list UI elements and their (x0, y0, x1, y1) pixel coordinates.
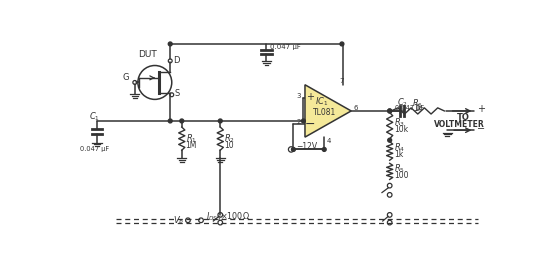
Text: $C_2$: $C_2$ (397, 97, 408, 110)
Text: 0.047 μF: 0.047 μF (270, 44, 300, 50)
Text: 1k: 1k (413, 104, 422, 113)
Text: TO: TO (456, 113, 469, 122)
Circle shape (388, 109, 392, 113)
Text: −12V: −12V (296, 142, 318, 151)
Text: 6: 6 (354, 105, 358, 111)
Circle shape (180, 119, 184, 123)
Text: 2: 2 (297, 120, 301, 126)
Text: $R_1$: $R_1$ (186, 132, 196, 145)
Circle shape (301, 119, 305, 123)
Circle shape (292, 147, 295, 151)
Text: 0.047 μF: 0.047 μF (80, 146, 109, 152)
Circle shape (340, 42, 344, 46)
Text: $I_{DSS}$×100Ω: $I_{DSS}$×100Ω (206, 211, 250, 224)
Circle shape (218, 119, 222, 123)
Text: $R_3$: $R_3$ (394, 116, 405, 129)
Circle shape (388, 109, 392, 113)
Text: +: + (306, 92, 313, 102)
Text: 1M: 1M (186, 141, 197, 150)
Text: $R_4$: $R_4$ (394, 142, 405, 154)
Circle shape (322, 147, 326, 151)
Text: $R_5$: $R_5$ (394, 162, 405, 175)
Text: $IC_1$: $IC_1$ (315, 96, 329, 108)
Text: 10k: 10k (394, 125, 409, 134)
Polygon shape (305, 85, 351, 137)
Text: 0.047 μF: 0.047 μF (395, 105, 424, 111)
Text: −: − (477, 124, 485, 134)
Text: 7: 7 (340, 78, 344, 84)
Text: 1k: 1k (394, 150, 404, 159)
Text: $C_1$: $C_1$ (89, 110, 100, 123)
Text: G: G (122, 73, 129, 82)
Text: S: S (175, 89, 180, 98)
Circle shape (168, 42, 172, 46)
Text: $V_P$: $V_P$ (173, 215, 184, 227)
Text: DUT: DUT (138, 50, 157, 59)
Text: TL081: TL081 (314, 108, 337, 117)
Text: D: D (173, 56, 180, 65)
Text: $R_2$: $R_2$ (224, 132, 235, 145)
Circle shape (168, 119, 172, 123)
Text: −: − (304, 117, 315, 130)
Text: VOLTMETER: VOLTMETER (433, 120, 485, 129)
Text: 4: 4 (327, 138, 331, 144)
Text: +: + (477, 104, 485, 114)
Text: $R_6$: $R_6$ (412, 98, 424, 110)
Text: 100: 100 (394, 171, 409, 180)
Circle shape (388, 138, 392, 142)
Text: 10: 10 (224, 141, 234, 150)
Text: 3: 3 (296, 93, 301, 99)
